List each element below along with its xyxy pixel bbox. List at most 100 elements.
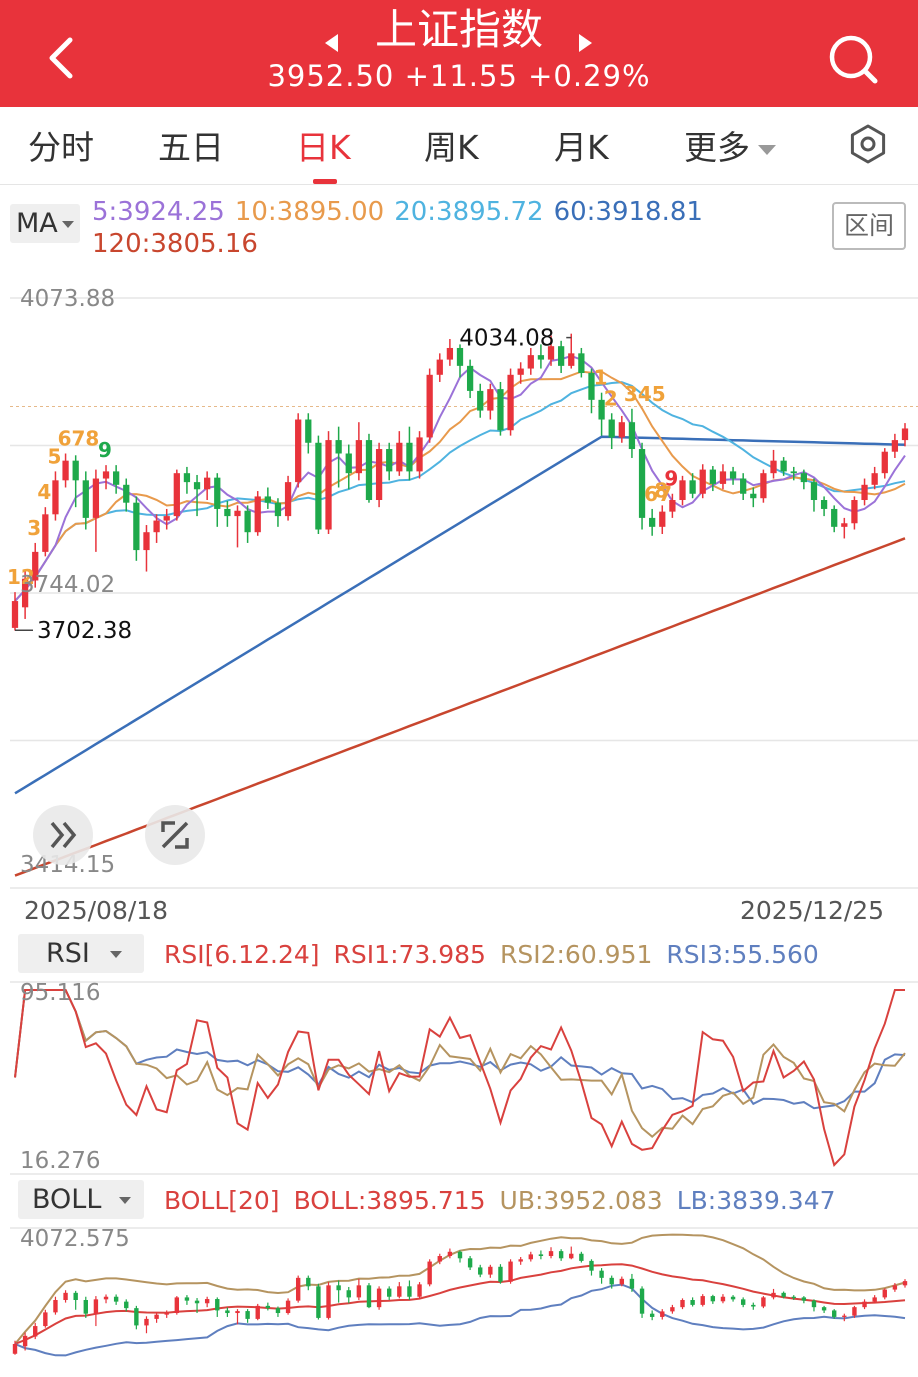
boll-candle-body [467, 1258, 473, 1268]
candle-body [365, 440, 373, 501]
boll-candle-body [791, 1296, 796, 1298]
date-end-label: 2025/12/25 [740, 896, 885, 925]
tab-more-label: 更多 [684, 128, 750, 167]
td-count-mark: 8 [654, 478, 668, 502]
boll-lower-line [14, 1283, 906, 1357]
ma-selector[interactable]: MA [10, 204, 80, 243]
candle-body [699, 469, 706, 494]
candle-body [305, 419, 312, 443]
td-count-mark: 2 [604, 386, 618, 410]
candle-body [719, 471, 727, 484]
boll-candle-body [326, 1285, 331, 1318]
td-count-mark: 9 [664, 467, 678, 491]
candle-body [214, 477, 221, 509]
boll-candle-body [103, 1296, 109, 1300]
candle-body [527, 355, 534, 369]
td-count-mark: 5 [47, 444, 61, 468]
boll-candle-body [811, 1300, 817, 1308]
candle-body [52, 480, 59, 515]
range-button[interactable]: 区间 [832, 202, 906, 250]
candle-body [558, 346, 565, 366]
boll-candle-body [478, 1267, 483, 1275]
boll-candle-body [690, 1300, 695, 1305]
active-tab-indicator [313, 179, 337, 184]
rsi-axis-top: 95.116 [20, 980, 100, 1006]
boll-candle-body [336, 1285, 341, 1291]
boll-candle-body [184, 1297, 190, 1301]
candle-body [72, 460, 79, 481]
boll-candle-body [366, 1285, 372, 1308]
td-count-mark: 4 [37, 480, 51, 504]
tab-monthly-k[interactable]: 月K [554, 128, 609, 167]
candle-body [901, 428, 909, 441]
candle-body [598, 399, 605, 420]
td-count-mark: 678 [58, 427, 100, 451]
min-marker: 3702.38 [15, 618, 132, 644]
boll-candle-body [447, 1251, 453, 1257]
boll-candle-body [255, 1305, 260, 1319]
ma-selector-label: MA [16, 208, 58, 239]
boll-candle-body [346, 1290, 351, 1298]
boll-legend-bar: BOLL BOLL[20] BOLL:3895.715 UB:3952.083 LB:… [0, 1180, 918, 1226]
rsi-chart[interactable]: 95.116 16.276 [0, 980, 918, 1175]
fast-forward-icon[interactable] [33, 805, 93, 865]
candle-body [62, 460, 69, 481]
ma60-line [14, 435, 906, 795]
candle-body [507, 374, 514, 431]
rsi3-line [14, 989, 906, 1110]
ma20-line [14, 381, 906, 602]
rsi2-value: RSI2:60.951 [499, 940, 653, 969]
boll-chart[interactable]: 4072.575 [0, 1226, 918, 1377]
boll-candle-body [356, 1285, 362, 1298]
candle-body [780, 460, 787, 472]
boll-candle-body [710, 1296, 716, 1302]
boll-candle-body [73, 1292, 78, 1301]
tab-five-day[interactable]: 五日 [158, 128, 224, 167]
candle-body [568, 353, 575, 366]
rsi1-value: RSI1:73.985 [333, 940, 486, 969]
tab-more[interactable]: 更多 [684, 121, 776, 169]
boll-selector[interactable]: BOLL [18, 1180, 144, 1219]
next-arrow-icon[interactable] [579, 34, 592, 52]
tab-intraday[interactable]: 分时 [28, 128, 94, 167]
prev-arrow-icon[interactable] [325, 34, 338, 52]
candle-body [335, 440, 342, 454]
boll-candle-body [801, 1297, 807, 1301]
candle-body [113, 471, 120, 485]
fullscreen-icon[interactable] [145, 805, 205, 865]
rsi-selector[interactable]: RSI [18, 934, 144, 973]
boll-candle-body [720, 1296, 726, 1302]
candle-body [588, 373, 595, 400]
boll-candle-body [174, 1297, 180, 1314]
boll-candle-body [12, 1343, 18, 1354]
gear-icon[interactable] [848, 124, 888, 164]
boll-candle-body [124, 1301, 129, 1309]
y-axis-mid-label: 3744.02 [20, 572, 115, 598]
boll-candle-body [93, 1299, 99, 1314]
back-icon[interactable] [40, 34, 84, 82]
search-icon[interactable] [826, 32, 880, 86]
boll-candle-body [680, 1300, 685, 1308]
boll-candle-body [215, 1299, 220, 1311]
boll-candle-body [164, 1313, 169, 1315]
rsi-params: RSI[6.12.24] [164, 940, 320, 969]
boll-candle-body [660, 1311, 665, 1317]
candle-body [578, 353, 585, 374]
candle-body [689, 480, 696, 494]
candle-body [355, 440, 362, 474]
candle-body [32, 551, 39, 581]
candle-body [649, 517, 656, 527]
tab-daily-k[interactable]: 日K [296, 128, 351, 167]
boll-candle-body [508, 1261, 513, 1282]
candle-body [881, 451, 888, 474]
tab-weekly-k[interactable]: 周K [424, 128, 479, 167]
ma-legend-bar: MA 5:3924.25 10:3895.00 20:3895.72 60:3918.… [0, 190, 918, 270]
boll-candle-body [902, 1281, 908, 1286]
boll-candle-body [518, 1259, 523, 1262]
boll-candle-body [235, 1311, 240, 1314]
candle-body [790, 471, 797, 474]
candle-body [42, 514, 49, 552]
boll-candle-body [144, 1318, 149, 1326]
candle-body [102, 471, 110, 479]
